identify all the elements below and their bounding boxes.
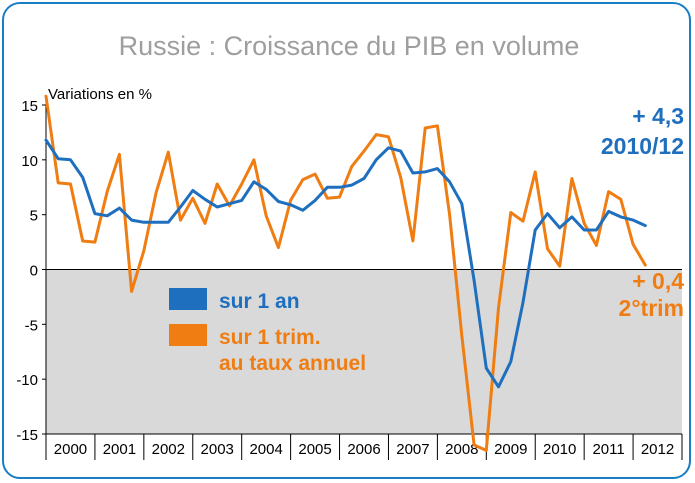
x-tick-label: 2009 bbox=[494, 441, 527, 458]
annotation-orange-value: + 0,4 bbox=[632, 268, 684, 294]
x-tick-label: 2000 bbox=[54, 441, 87, 458]
x-tick-label: 2002 bbox=[152, 441, 185, 458]
series-line-sur-1-trim bbox=[44, 94, 647, 452]
x-tick-label: 2006 bbox=[347, 441, 380, 458]
x-tick-label: 2012 bbox=[641, 441, 674, 458]
legend-label: sur 1 trim. bbox=[219, 326, 321, 349]
x-tick-label: 2005 bbox=[298, 441, 331, 458]
x-tick-label: 2008 bbox=[445, 441, 478, 458]
x-tick-label: 2011 bbox=[592, 441, 624, 458]
x-tick-label: 2010 bbox=[543, 441, 576, 458]
annotation-orange-date: 2°trim bbox=[619, 295, 684, 321]
line-chart: Russie : Croissance du PIB en volume 15 10… bbox=[16, 31, 684, 460]
y-tick-label: 10 bbox=[21, 153, 38, 170]
legend-swatch-sur-1-an bbox=[169, 288, 207, 310]
series-line-sur-1-an bbox=[44, 138, 647, 389]
chart-frame: Russie : Croissance du PIB en volume 15 10… bbox=[2, 2, 691, 479]
y-tick-label: 15 bbox=[21, 98, 38, 115]
y-tick-label: -10 bbox=[16, 372, 38, 389]
y-tick-label: 0 bbox=[30, 263, 38, 280]
x-tick-label: 2007 bbox=[396, 441, 429, 458]
y-tick-label: -5 bbox=[25, 317, 38, 334]
chart-title: Russie : Croissance du PIB en volume bbox=[119, 31, 580, 61]
annotation-blue-value: + 4,3 bbox=[632, 103, 684, 129]
negative-region bbox=[46, 269, 682, 434]
x-tick-label: 2004 bbox=[249, 441, 282, 458]
y-axis-label: Variations en % bbox=[48, 86, 152, 103]
x-tick-label: 2003 bbox=[201, 441, 234, 458]
y-tick-label: -15 bbox=[16, 427, 38, 444]
legend-swatch-sur-1-trim bbox=[169, 324, 207, 346]
annotation-blue-date: 2010/12 bbox=[601, 133, 684, 159]
legend-label: sur 1 an bbox=[219, 290, 300, 313]
y-tick-label: 5 bbox=[30, 208, 38, 225]
legend-label: au taux annuel bbox=[219, 352, 366, 375]
x-tick-label: 2001 bbox=[103, 441, 136, 458]
